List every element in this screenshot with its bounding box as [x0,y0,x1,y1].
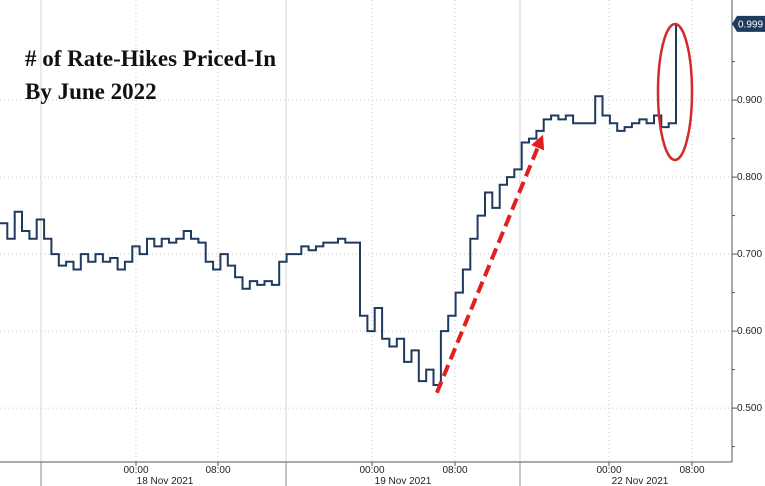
y-tick-label: 0.600 [737,326,762,337]
x-tick-label: 00:00 [596,465,621,476]
series-line [0,23,677,386]
y-tick-label: 0.800 [737,172,762,183]
series-layer [0,23,677,386]
axes [0,0,737,486]
chart-title-line-2: By June 2022 [25,79,157,104]
annotations: 0.999 [435,15,765,394]
chart-title-line-1: # of Rate-Hikes Priced-In [25,46,276,71]
last-value-marker [732,15,765,32]
x-tick-label: 00:00 [359,465,384,476]
x-date-label: 19 Nov 2021 [375,476,432,486]
gridlines [0,0,732,462]
trend-arrow-head [531,134,545,151]
x-date-label: 22 Nov 2021 [612,476,669,486]
y-tick-label: 0.700 [737,249,762,260]
trend-arrow-shaft [435,146,540,394]
x-tick-label: 08:00 [205,465,230,476]
y-tick-label: 0.500 [737,403,762,414]
highlight-ellipse [656,22,694,162]
y-tick-label: 0.900 [737,95,762,106]
x-tick-label: 00:00 [123,465,148,476]
x-tick-label: 08:00 [442,465,467,476]
labels: # of Rate-Hikes Priced-In By June 2022 0… [25,46,762,486]
last-value-label: 0.999 [738,19,763,30]
x-tick-label: 08:00 [679,465,704,476]
x-date-label: 18 Nov 2021 [137,476,194,486]
